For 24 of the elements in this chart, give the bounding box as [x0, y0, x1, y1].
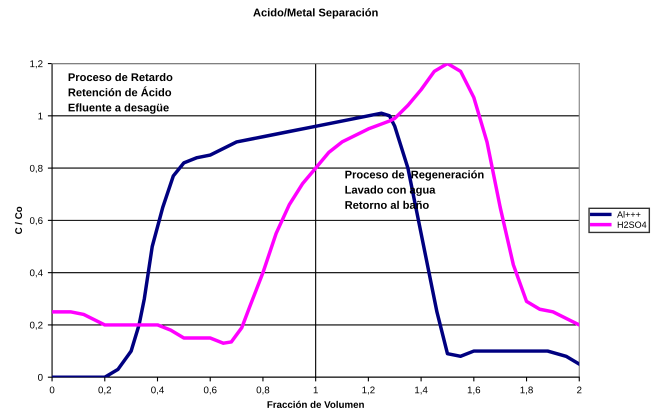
x-tick-label: 2 [577, 386, 582, 394]
x-tick-label: 0,4 [151, 386, 164, 395]
legend-label: Al+++ [617, 211, 640, 218]
x-tick-label: 1,4 [415, 386, 428, 395]
annotation: Proceso de Retardo Retención de Ácido Efluente a desagüe [68, 72, 172, 114]
y-tick-label: 0 [38, 374, 43, 381]
y-tick-label: 1,2 [30, 60, 43, 68]
x-tick-label: 1,8 [520, 386, 533, 395]
y-axis-title: C / Co [14, 206, 22, 234]
legend-label: H2SO4 [618, 222, 646, 228]
x-tick-label: 1,2 [362, 386, 375, 395]
x-tick-label: 1 [314, 386, 318, 394]
y-tick-label: 1 [38, 112, 43, 120]
x-tick-label: 0 [50, 386, 54, 394]
chart-title: Acido/Metal Separación [253, 8, 378, 19]
x-tick-label: 1,6 [468, 386, 480, 395]
x-tick-label: 0,2 [98, 386, 112, 395]
y-tick-label: 0,6 [30, 217, 43, 226]
y-tick-label: 0,2 [30, 322, 43, 330]
x-axis-title: Fracción de Volumen [268, 400, 364, 408]
y-tick-label: 0,8 [30, 164, 43, 173]
y-tick-label: 0,4 [30, 269, 43, 278]
x-tick-label: 0,6 [204, 386, 217, 395]
x-tick-label: 0,8 [256, 386, 270, 395]
